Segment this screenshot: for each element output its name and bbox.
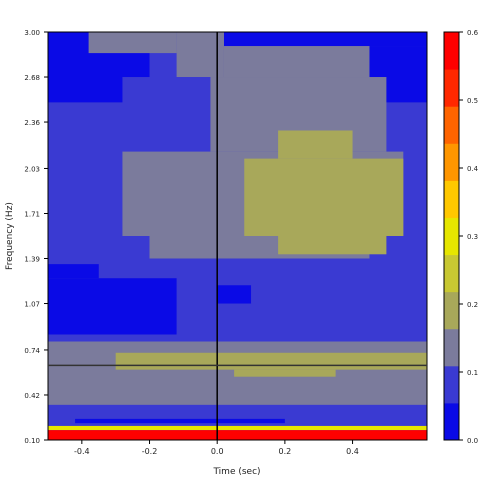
colorbar-swatch-2 [444, 328, 459, 367]
heatmap-region-7 [223, 46, 370, 78]
colorbar-swatch-7 [444, 143, 459, 181]
heatmap-region-2 [48, 77, 123, 103]
heatmap-region-3 [223, 32, 427, 47]
x-tick-label-0: -0.4 [74, 447, 90, 456]
heatmap-region-14 [48, 278, 177, 335]
colorbar-tick-label-0: 0.0 [467, 437, 478, 445]
y-tick-label-6: 2.03 [24, 165, 40, 173]
heatmap-region-18 [115, 352, 427, 370]
heatmap-region-23 [48, 430, 427, 440]
heatmap-region-16 [217, 285, 252, 304]
x-tick-label-1: -0.2 [142, 447, 158, 456]
x-tick-label-2: 0.0 [211, 447, 224, 456]
x-tick-label-4: 0.4 [346, 447, 359, 456]
colorbar: 0.0 0.1 0.2 0.3 0.4 0.5 0.6 [443, 29, 479, 445]
heatmap-region-11 [244, 158, 404, 236]
colorbar-swatch-5 [444, 217, 459, 256]
y-tick-label-4: 1.39 [24, 256, 40, 264]
colorbar-tick-label-4: 0.4 [467, 165, 479, 173]
heatmap-region-13 [278, 236, 387, 255]
y-axis-label: Frequency (Hz) [5, 202, 15, 270]
colorbar-swatch-4 [444, 254, 459, 293]
x-axis-label: Time (sec) [212, 467, 260, 477]
heatmap-region-20 [48, 409, 427, 426]
y-tick-label-2: 0.74 [24, 347, 40, 355]
x-axis: -0.4 -0.2 0.0 0.2 0.4 [74, 440, 359, 456]
heatmap-region-6 [176, 32, 224, 78]
colorbar-tick-label-6: 0.6 [467, 29, 479, 37]
colorbar-tick-label-5: 0.5 [467, 97, 478, 105]
plot-frame [47, 31, 428, 441]
heatmap-region-19 [234, 369, 336, 377]
heatmap-cells [48, 32, 427, 440]
colorbar-swatch-3 [444, 291, 459, 330]
heatmap-region-5 [88, 32, 177, 54]
colorbar-tick-label-2: 0.2 [467, 301, 478, 309]
colorbar-tick-label-1: 0.1 [467, 369, 478, 377]
heatmap-region-15 [48, 264, 99, 279]
heatmap-region-22 [48, 425, 427, 431]
y-tick-label-3: 1.07 [24, 301, 40, 309]
colorbar-swatch-10 [444, 32, 459, 70]
colorbar-swatch-0 [444, 402, 459, 441]
x-tick-label-3: 0.2 [279, 447, 292, 456]
y-tick-label-8: 2.68 [24, 74, 40, 82]
y-tick-label-7: 2.36 [24, 119, 40, 127]
colorbar-swatch-9 [444, 69, 459, 107]
y-tick-label-0: 0.10 [24, 437, 40, 445]
colorbar-swatch-8 [444, 106, 459, 144]
colorbar-swatch-1 [444, 365, 459, 404]
y-tick-label-5: 1.71 [24, 210, 40, 218]
y-tick-label-1: 0.42 [24, 392, 40, 400]
y-tick-label-9: 3.00 [24, 29, 40, 37]
colorbar-swatch-6 [444, 180, 459, 218]
heatmap-region-21 [75, 418, 285, 424]
y-axis: 0.10 0.42 0.74 1.07 1.39 1.71 2.03 2.36 2.68 3.00 [24, 29, 48, 445]
heatmap-region-12 [278, 130, 353, 159]
colorbar-tick-label-3: 0.3 [467, 233, 478, 241]
